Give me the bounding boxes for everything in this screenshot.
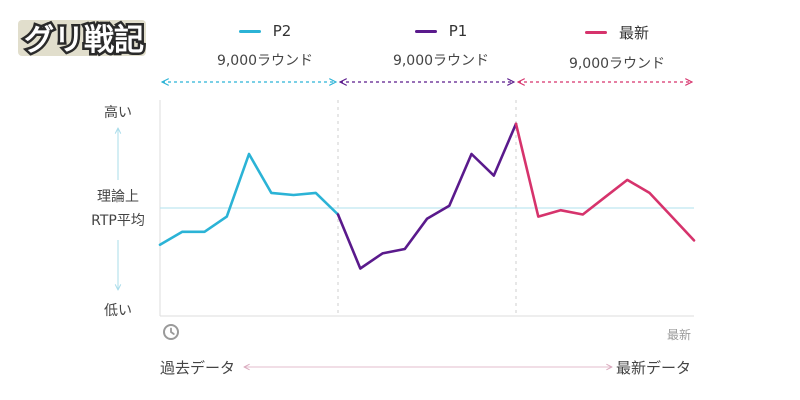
x-label-latest-tag: 最新: [667, 328, 692, 342]
legend-name-p2: P2: [272, 22, 292, 40]
legend-swatch-latest: [584, 31, 607, 34]
series-line-p1: [336, 122, 518, 270]
x-label-latest-data: 最新データ: [616, 359, 692, 377]
y-label-mid-line1: 理論上: [97, 189, 139, 205]
x-label-past-data: 過去データ: [160, 359, 236, 377]
legend-item-p2: P2 9,000ラウンド: [180, 22, 350, 70]
series-layer: [158, 122, 696, 270]
legend-item-latest: 最新 9,000ラウンド: [532, 22, 702, 73]
logo-text: グリ戦記: [24, 23, 144, 58]
y-label-low: 低い: [104, 303, 132, 319]
legend-name-p1: P1: [448, 22, 468, 40]
y-label-high: 高い: [104, 105, 132, 121]
clock-icon: [163, 324, 179, 340]
legend-swatch-p2: [238, 29, 261, 33]
y-label-mid-line2: RTP平均: [91, 213, 145, 229]
legend-rounds-p1: 9,000ラウンド: [392, 53, 490, 69]
legend-rounds-p2: 9,000ラウンド: [216, 53, 314, 69]
series-line-latest: [514, 122, 696, 242]
legend-name-latest: 最新: [618, 24, 649, 42]
legend-swatch-p1: [414, 29, 437, 33]
series-line-p2: [158, 152, 340, 246]
legend-item-p1: P1 9,000ラウンド: [356, 22, 526, 70]
site-logo: グリ戦記: [18, 20, 147, 61]
legend-rounds-latest: 9,000ラウンド: [568, 56, 666, 72]
